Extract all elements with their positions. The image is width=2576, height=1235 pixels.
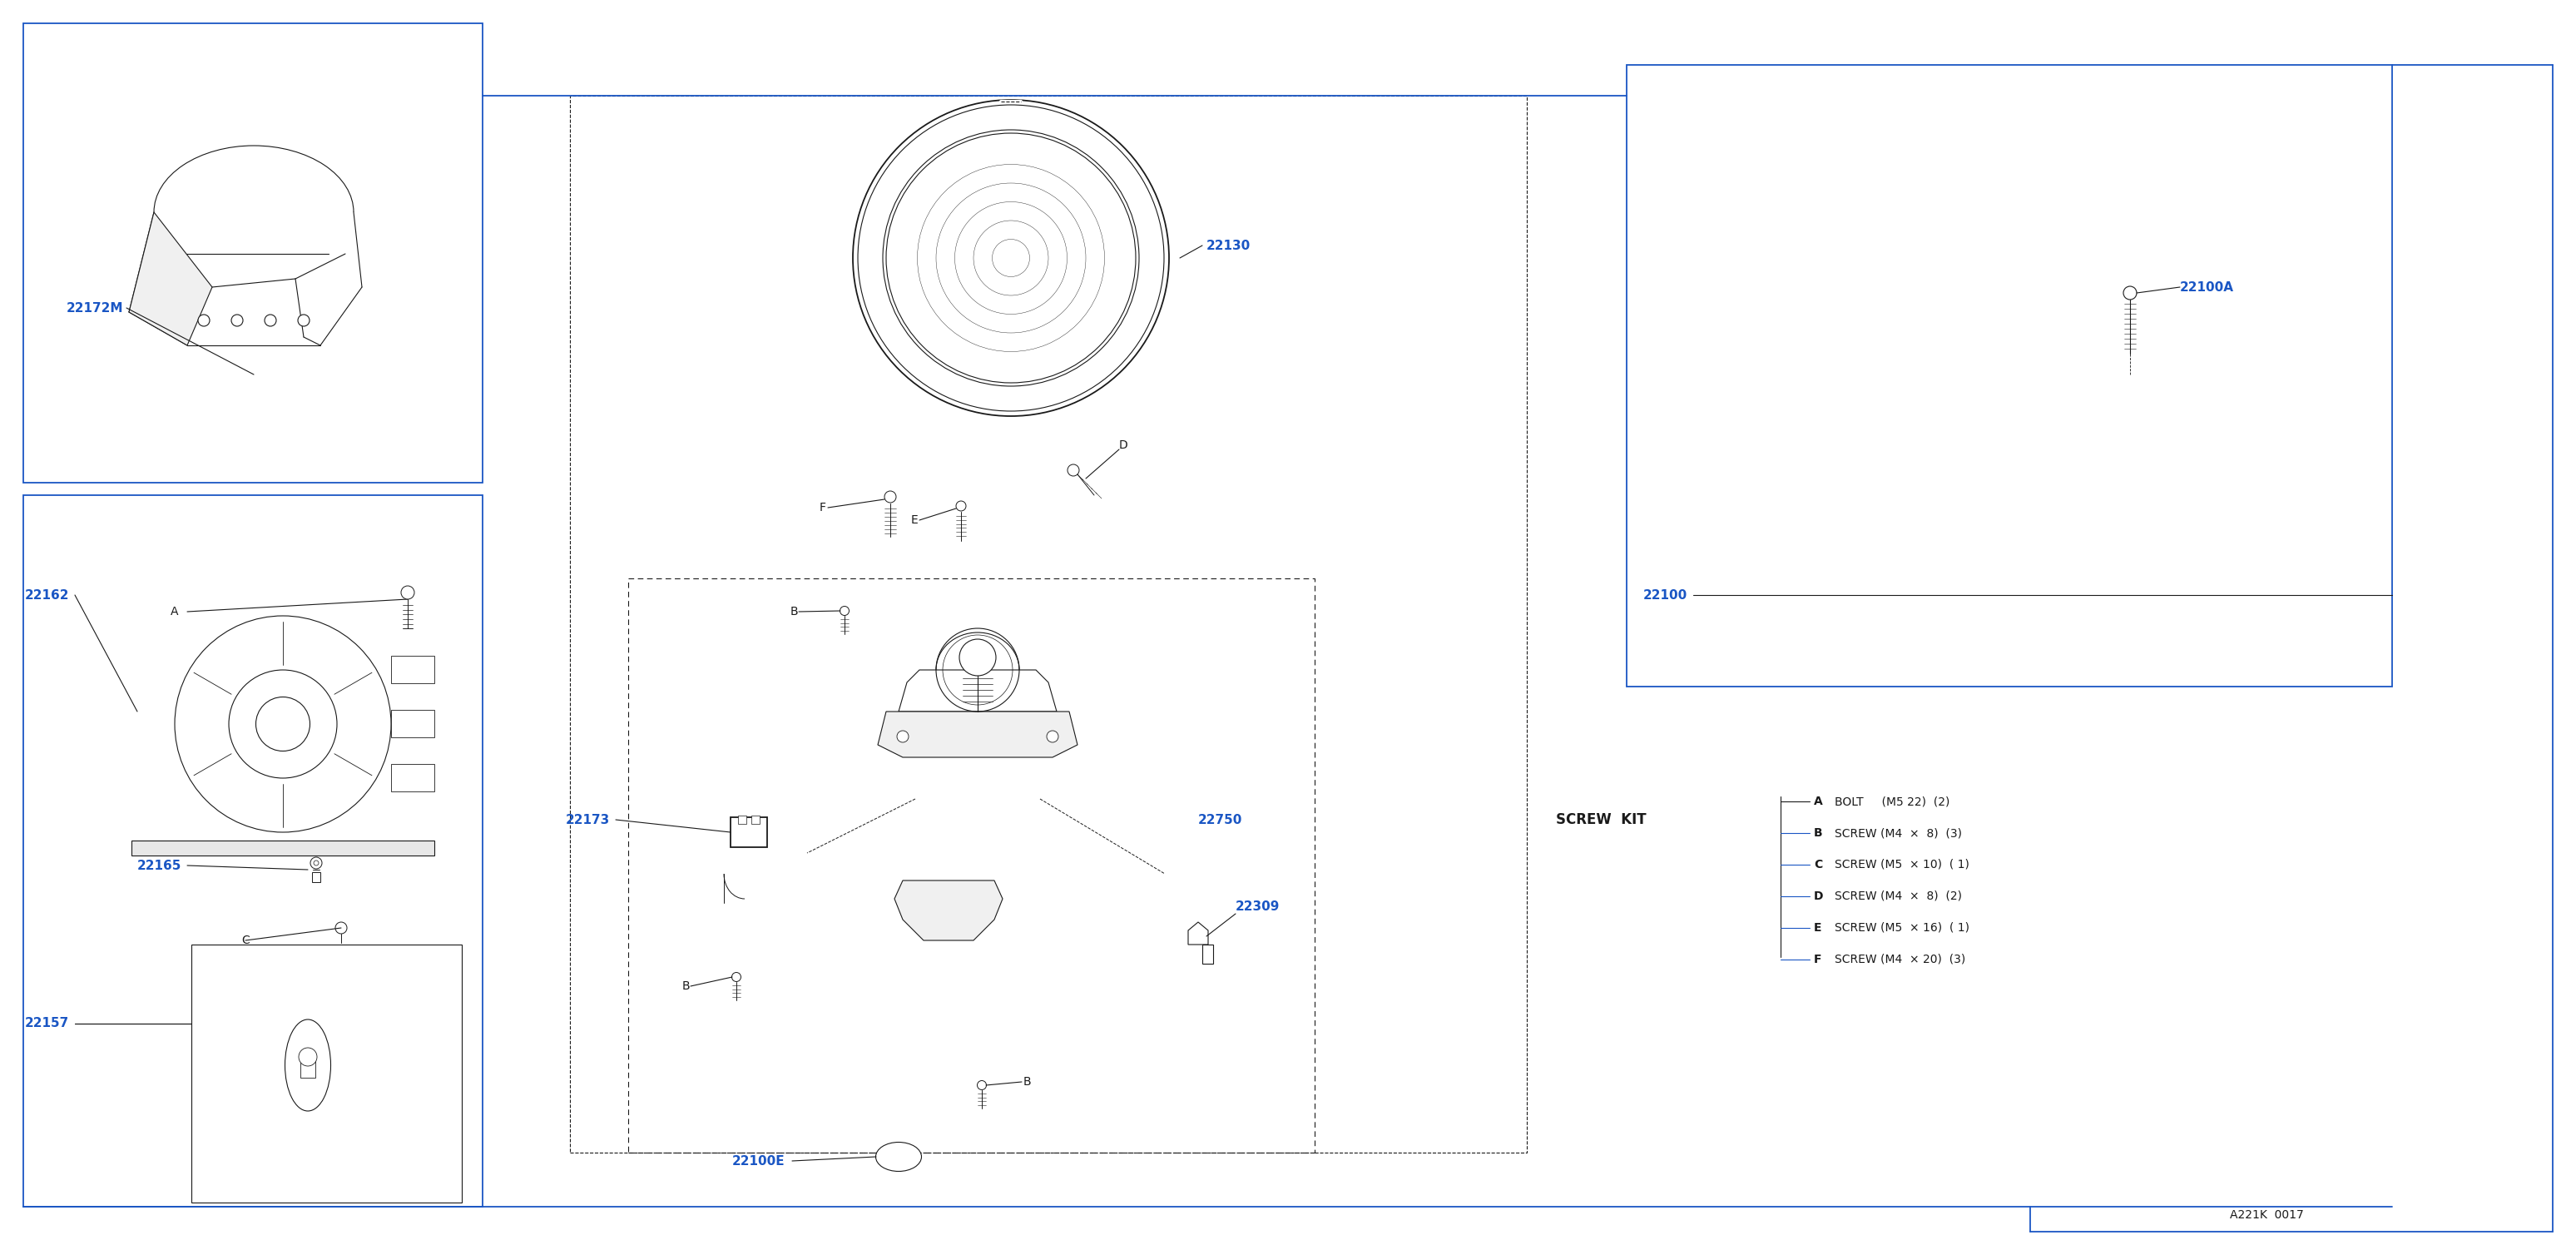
Text: F: F <box>1814 953 1821 966</box>
Text: 22750: 22750 <box>1198 814 1242 826</box>
Circle shape <box>958 640 997 676</box>
Text: A: A <box>1814 795 1824 808</box>
Circle shape <box>1066 464 1079 475</box>
Text: B: B <box>683 981 690 992</box>
Polygon shape <box>1203 945 1213 963</box>
Text: SCREW (M4  × 20)  (3): SCREW (M4 × 20) (3) <box>1834 953 1965 966</box>
Text: SCREW (M5  × 16)  ( 1): SCREW (M5 × 16) ( 1) <box>1834 923 1971 934</box>
Polygon shape <box>894 881 1002 940</box>
Bar <box>312 872 319 882</box>
Bar <box>392 764 435 792</box>
Circle shape <box>299 315 309 326</box>
Text: 22130: 22130 <box>1206 240 1252 252</box>
Text: SCREW  KIT: SCREW KIT <box>1556 813 1646 827</box>
Text: BOLT     (M5 22)  (2): BOLT (M5 22) (2) <box>1834 795 1950 808</box>
Bar <box>301 1057 314 1078</box>
Ellipse shape <box>299 1047 317 1066</box>
Text: B: B <box>791 606 799 618</box>
Circle shape <box>956 501 966 511</box>
Text: 22173: 22173 <box>567 814 611 826</box>
Bar <box>392 656 435 683</box>
Circle shape <box>265 315 276 326</box>
Bar <box>1625 65 2393 687</box>
Circle shape <box>229 669 337 778</box>
Text: 22100: 22100 <box>1643 589 1687 601</box>
Text: SCREW (M5  × 10)  ( 1): SCREW (M5 × 10) ( 1) <box>1834 858 1968 871</box>
Text: D: D <box>1118 440 1128 451</box>
Circle shape <box>884 130 1139 387</box>
Polygon shape <box>878 711 1077 757</box>
Text: 22162: 22162 <box>26 589 70 601</box>
Circle shape <box>886 133 1136 383</box>
Text: A221K  0017: A221K 0017 <box>2231 1209 2303 1221</box>
Polygon shape <box>129 212 211 346</box>
Text: A: A <box>170 606 178 618</box>
Circle shape <box>402 585 415 599</box>
Circle shape <box>309 857 322 869</box>
Text: 22165: 22165 <box>137 860 183 872</box>
Bar <box>752 815 760 824</box>
Text: E: E <box>912 514 920 526</box>
Text: 22172M: 22172M <box>67 301 124 314</box>
Text: B: B <box>1814 827 1824 839</box>
Text: C: C <box>242 935 250 946</box>
Circle shape <box>884 492 896 503</box>
Polygon shape <box>899 669 1056 711</box>
Bar <box>732 818 768 847</box>
Bar <box>629 578 1314 1152</box>
Bar <box>23 495 482 1207</box>
Text: B: B <box>1023 1076 1030 1088</box>
Circle shape <box>255 697 309 751</box>
Text: D: D <box>1814 890 1824 902</box>
Text: SCREW (M4  ×  8)  (3): SCREW (M4 × 8) (3) <box>1834 827 1963 839</box>
Text: E: E <box>1814 923 1821 934</box>
Circle shape <box>840 606 850 615</box>
Bar <box>191 945 461 1203</box>
Text: SCREW (M4  ×  8)  (2): SCREW (M4 × 8) (2) <box>1834 890 1963 902</box>
Circle shape <box>732 972 742 982</box>
Text: C: C <box>1814 858 1821 871</box>
Circle shape <box>335 923 348 934</box>
Circle shape <box>232 315 242 326</box>
Circle shape <box>2123 287 2136 300</box>
Circle shape <box>853 100 1170 416</box>
Text: 22100A: 22100A <box>2179 280 2233 294</box>
Text: 22309: 22309 <box>1236 900 1280 914</box>
Polygon shape <box>1188 923 1208 945</box>
Circle shape <box>976 1081 987 1089</box>
Circle shape <box>1046 731 1059 742</box>
Circle shape <box>896 731 909 742</box>
Ellipse shape <box>876 1142 922 1171</box>
Circle shape <box>314 861 319 866</box>
Text: F: F <box>819 501 827 514</box>
Bar <box>131 841 435 856</box>
Bar <box>737 815 747 824</box>
Circle shape <box>198 315 209 326</box>
Bar <box>23 23 482 483</box>
Circle shape <box>858 105 1164 411</box>
Ellipse shape <box>286 1019 330 1112</box>
Text: 22157: 22157 <box>26 1018 70 1030</box>
Text: 22100E: 22100E <box>732 1155 786 1167</box>
Circle shape <box>175 616 392 832</box>
Bar <box>392 710 435 737</box>
Bar <box>569 95 1528 1152</box>
